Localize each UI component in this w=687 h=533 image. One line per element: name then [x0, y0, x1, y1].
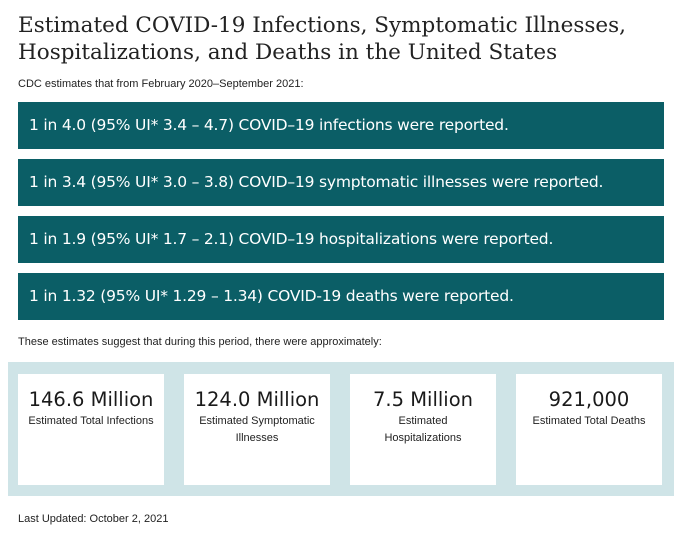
- stats-panel: 146.6 Million Estimated Total Infections…: [8, 362, 674, 496]
- intro-text: CDC estimates that from February 2020–Se…: [18, 78, 304, 90]
- stat-card-deaths: 921,000 Estimated Total Deaths: [516, 374, 662, 485]
- ratio-bar-hospitalizations: 1 in 1.9 (95% UI* 1.7 – 2.1) COVID–19 ho…: [18, 216, 664, 263]
- stat-card-illnesses: 124.0 Million Estimated Symptomatic Illn…: [184, 374, 330, 485]
- ratio-bar-illnesses: 1 in 3.4 (95% UI* 3.0 – 3.8) COVID–19 sy…: [18, 159, 664, 206]
- stat-label: Estimated Symptomatic Illnesses: [199, 415, 315, 444]
- ratio-bar-deaths: 1 in 1.32 (95% UI* 1.29 – 1.34) COVID-19…: [18, 273, 664, 320]
- stat-card-infections: 146.6 Million Estimated Total Infections: [18, 374, 164, 485]
- stat-value: 921,000: [548, 388, 630, 411]
- stat-value: 124.0 Million: [194, 388, 320, 411]
- stat-value: 146.6 Million: [28, 388, 154, 411]
- page-title: Estimated COVID-19 Infections, Symptomat…: [18, 13, 626, 65]
- ratio-list: 1 in 4.0 (95% UI* 3.4 – 4.7) COVID–19 in…: [18, 102, 664, 330]
- stat-label: Estimated Total Deaths: [532, 415, 646, 427]
- stat-label: Estimated Hospitalizations: [384, 415, 462, 444]
- stat-value: 7.5 Million: [373, 388, 473, 411]
- ratio-bar-infections: 1 in 4.0 (95% UI* 3.4 – 4.7) COVID–19 in…: [18, 102, 664, 149]
- stat-card-hospitalizations: 7.5 Million Estimated Hospitalizations: [350, 374, 496, 485]
- summary-text: These estimates suggest that during this…: [18, 336, 382, 348]
- stat-label: Estimated Total Infections: [28, 415, 154, 427]
- last-updated: Last Updated: October 2, 2021: [18, 513, 169, 525]
